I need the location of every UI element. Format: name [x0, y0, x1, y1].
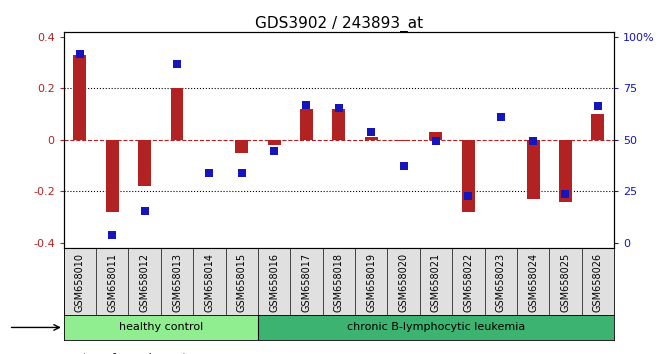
Point: [495, 114, 506, 120]
Bar: [64, 315, 258, 340]
Text: GSM658024: GSM658024: [528, 252, 538, 312]
Point: [560, 191, 571, 197]
Bar: [291, 248, 323, 315]
Title: GDS3902 / 243893_at: GDS3902 / 243893_at: [255, 16, 423, 32]
Point: [74, 51, 85, 57]
Bar: [517, 248, 550, 315]
Point: [333, 105, 344, 110]
Text: GSM658023: GSM658023: [496, 252, 506, 312]
Text: GSM658010: GSM658010: [75, 252, 85, 312]
Bar: [106, 140, 119, 212]
Text: GSM658020: GSM658020: [399, 252, 409, 312]
Bar: [484, 248, 517, 315]
Bar: [268, 140, 280, 145]
Bar: [355, 248, 387, 315]
Bar: [387, 248, 420, 315]
Point: [398, 163, 409, 169]
Bar: [64, 248, 96, 315]
Bar: [591, 114, 605, 140]
Bar: [170, 88, 183, 140]
Bar: [161, 248, 193, 315]
Text: GSM658019: GSM658019: [366, 252, 376, 312]
Bar: [420, 248, 452, 315]
Point: [527, 138, 538, 144]
Bar: [236, 140, 248, 153]
Bar: [452, 248, 484, 315]
Point: [204, 170, 215, 176]
Bar: [397, 140, 410, 141]
Text: ■: ■: [64, 351, 76, 354]
Bar: [96, 248, 128, 315]
Bar: [582, 248, 614, 315]
Text: GSM658022: GSM658022: [463, 252, 473, 312]
Text: GSM658016: GSM658016: [269, 252, 279, 312]
Text: GSM658021: GSM658021: [431, 252, 441, 312]
Bar: [365, 137, 378, 140]
Point: [431, 138, 442, 144]
Bar: [300, 109, 313, 140]
Bar: [332, 109, 346, 140]
Bar: [128, 248, 161, 315]
Point: [269, 149, 280, 154]
Bar: [323, 248, 355, 315]
Text: GSM658018: GSM658018: [334, 252, 344, 312]
Bar: [73, 55, 87, 140]
Text: transformed count: transformed count: [83, 353, 187, 354]
Text: GSM658026: GSM658026: [592, 252, 603, 312]
Text: GSM658025: GSM658025: [560, 252, 570, 312]
Point: [140, 208, 150, 213]
Text: chronic B-lymphocytic leukemia: chronic B-lymphocytic leukemia: [347, 322, 525, 332]
Point: [463, 194, 474, 199]
Bar: [258, 315, 614, 340]
Text: GSM658011: GSM658011: [107, 252, 117, 312]
Point: [366, 129, 376, 135]
Bar: [258, 248, 291, 315]
Bar: [550, 248, 582, 315]
Point: [172, 61, 183, 67]
Point: [236, 170, 247, 176]
Point: [592, 104, 603, 109]
Bar: [225, 248, 258, 315]
Text: GSM658013: GSM658013: [172, 252, 182, 312]
Bar: [527, 140, 539, 199]
Bar: [193, 248, 225, 315]
Point: [107, 232, 117, 238]
Bar: [559, 140, 572, 201]
Bar: [138, 140, 151, 186]
Bar: [462, 140, 475, 212]
Bar: [429, 132, 442, 140]
Text: GSM658015: GSM658015: [237, 252, 247, 312]
Text: healthy control: healthy control: [119, 322, 203, 332]
Text: GSM658014: GSM658014: [205, 252, 215, 312]
Text: GSM658012: GSM658012: [140, 252, 150, 312]
Text: GSM658017: GSM658017: [301, 252, 311, 312]
Point: [301, 102, 312, 108]
